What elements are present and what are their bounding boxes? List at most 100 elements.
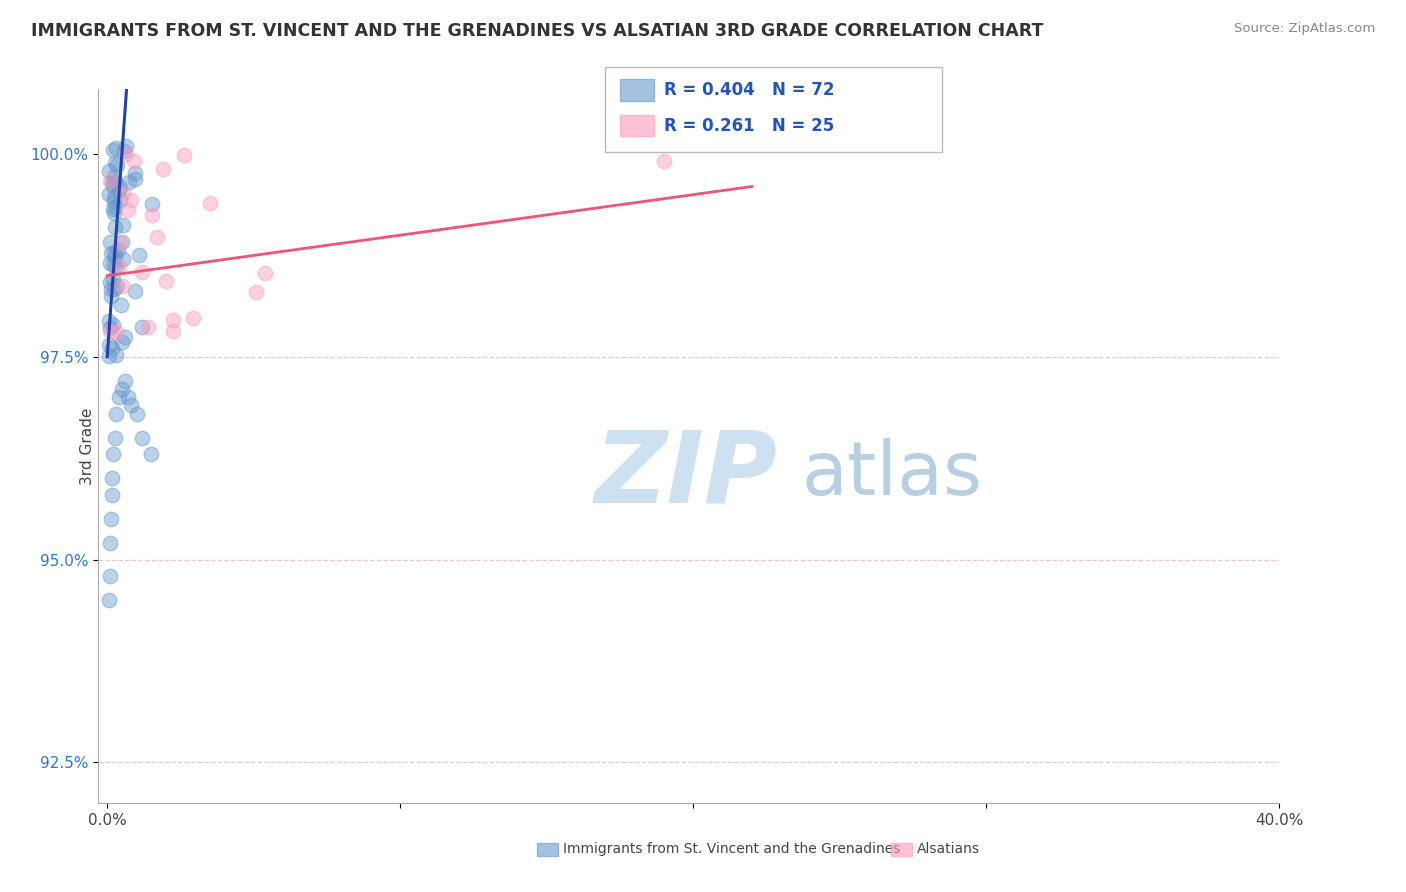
- Point: [97, 313, 120, 327]
- Point: [103, 282, 125, 296]
- Point: [101, 175, 124, 189]
- Point: [101, 447, 124, 461]
- Y-axis label: 3rd Grade: 3rd Grade: [80, 408, 94, 484]
- Point: [120, 399, 142, 413]
- Point: [198, 195, 221, 210]
- Point: [111, 382, 134, 396]
- Point: [105, 278, 128, 293]
- Point: [101, 202, 124, 216]
- Point: [117, 390, 139, 404]
- Point: [100, 512, 122, 526]
- Point: [114, 329, 136, 343]
- Text: Immigrants from St. Vincent and the Grenadines: Immigrants from St. Vincent and the Gren…: [562, 842, 900, 856]
- Point: [104, 220, 127, 235]
- Point: [111, 235, 134, 249]
- Point: [103, 190, 125, 204]
- Point: [98, 235, 121, 250]
- Point: [103, 194, 125, 209]
- Point: [100, 341, 122, 355]
- Point: [112, 252, 135, 266]
- Point: [97, 187, 120, 202]
- Point: [104, 348, 127, 362]
- Point: [110, 235, 132, 250]
- Point: [115, 138, 138, 153]
- Point: [101, 471, 124, 485]
- Point: [103, 169, 125, 184]
- Point: [104, 259, 127, 273]
- Point: [108, 183, 131, 197]
- Point: [111, 334, 134, 349]
- FancyBboxPatch shape: [537, 843, 558, 855]
- Point: [112, 144, 135, 158]
- Point: [98, 275, 121, 289]
- Point: [104, 176, 127, 190]
- Point: [110, 298, 132, 312]
- Point: [181, 311, 204, 326]
- Point: [125, 407, 148, 421]
- Point: [103, 245, 125, 260]
- Point: [103, 271, 125, 285]
- Text: R = 0.261   N = 25: R = 0.261 N = 25: [664, 117, 834, 135]
- Point: [98, 256, 121, 270]
- Point: [115, 147, 138, 161]
- Point: [98, 536, 121, 550]
- Point: [104, 249, 127, 263]
- Point: [97, 593, 120, 607]
- Point: [98, 324, 121, 338]
- Point: [245, 285, 267, 299]
- Point: [141, 197, 163, 211]
- Point: [103, 431, 125, 445]
- Text: atlas: atlas: [801, 438, 983, 511]
- Point: [100, 488, 122, 502]
- Point: [108, 193, 131, 207]
- Point: [97, 338, 120, 352]
- Point: [117, 202, 139, 217]
- Point: [173, 148, 195, 162]
- FancyBboxPatch shape: [891, 843, 912, 855]
- Point: [111, 186, 134, 201]
- Point: [162, 324, 184, 338]
- Point: [124, 284, 146, 298]
- Point: [97, 350, 120, 364]
- Point: [131, 319, 153, 334]
- Point: [98, 568, 121, 582]
- Point: [124, 165, 146, 179]
- Point: [146, 230, 169, 244]
- Point: [152, 162, 174, 177]
- Text: R = 0.404   N = 72: R = 0.404 N = 72: [664, 81, 834, 99]
- Point: [105, 326, 128, 340]
- Point: [101, 179, 124, 194]
- Point: [141, 208, 163, 222]
- Point: [108, 390, 131, 404]
- Point: [98, 174, 121, 188]
- Text: Source: ZipAtlas.com: Source: ZipAtlas.com: [1234, 22, 1375, 36]
- Text: Alsatians: Alsatians: [917, 842, 980, 856]
- Point: [155, 274, 177, 288]
- Text: IMMIGRANTS FROM ST. VINCENT AND THE GRENADINES VS ALSATIAN 3RD GRADE CORRELATION: IMMIGRANTS FROM ST. VINCENT AND THE GREN…: [31, 22, 1043, 40]
- Point: [117, 175, 139, 189]
- Point: [652, 154, 675, 169]
- Point: [98, 321, 121, 335]
- Point: [100, 289, 122, 303]
- Point: [128, 248, 150, 262]
- Point: [100, 282, 122, 296]
- Text: ZIP: ZIP: [595, 426, 778, 523]
- Point: [101, 143, 124, 157]
- Point: [101, 318, 124, 332]
- Point: [124, 171, 146, 186]
- Point: [108, 180, 131, 194]
- Point: [122, 154, 145, 169]
- Point: [105, 407, 128, 421]
- Point: [100, 246, 122, 260]
- Point: [108, 259, 131, 273]
- Point: [103, 205, 125, 219]
- Point: [105, 140, 128, 154]
- Point: [162, 313, 184, 327]
- Point: [254, 266, 277, 280]
- Point: [104, 155, 127, 169]
- Point: [120, 193, 142, 207]
- Point: [97, 164, 120, 178]
- Point: [103, 258, 125, 272]
- Point: [111, 279, 134, 293]
- Point: [138, 319, 160, 334]
